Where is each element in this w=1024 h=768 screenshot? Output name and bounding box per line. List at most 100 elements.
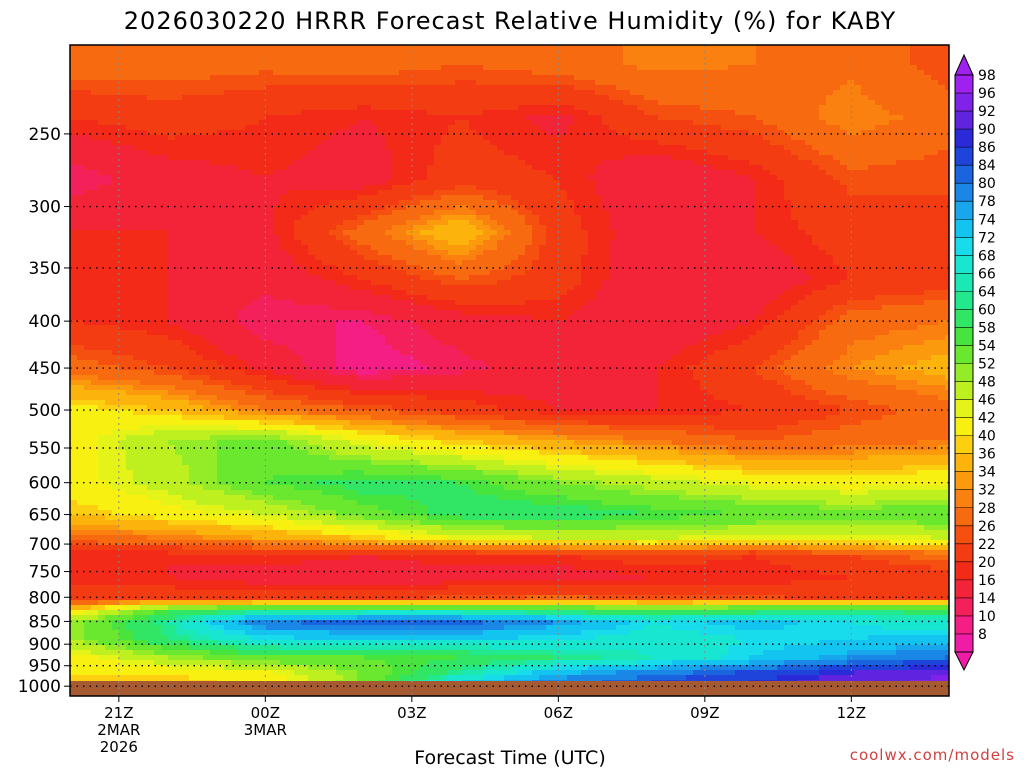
heat-cell (112, 220, 120, 226)
heat-cell (875, 90, 883, 96)
heat-cell (693, 45, 701, 51)
heat-cell (147, 190, 155, 196)
heat-cell (322, 55, 330, 61)
heat-cell (161, 240, 169, 246)
heat-cell (777, 220, 785, 226)
heat-cell (567, 65, 575, 71)
heat-cell (938, 115, 946, 121)
heat-cell (154, 95, 162, 101)
heat-cell (658, 80, 666, 86)
heat-cell (546, 90, 554, 96)
heat-cell (364, 210, 372, 216)
heat-cell (259, 75, 267, 81)
heat-cell (658, 55, 666, 61)
heat-cell (784, 95, 792, 101)
heat-cell (504, 75, 512, 81)
heat-cell (861, 165, 869, 171)
heat-cell (196, 235, 204, 241)
heat-cell (161, 110, 169, 116)
heat-cell (483, 70, 491, 76)
heat-cell (595, 210, 603, 216)
heat-cell (189, 140, 197, 146)
heat-cell (819, 55, 827, 61)
heat-cell (210, 145, 218, 151)
heat-cell (707, 90, 715, 96)
heat-cell (266, 220, 274, 226)
heat-cell (896, 225, 904, 231)
heat-cell (210, 160, 218, 166)
heat-cell (812, 70, 820, 76)
heat-cell (945, 45, 949, 51)
heat-cell (357, 175, 365, 181)
heat-cell (784, 55, 792, 61)
heat-cell (77, 85, 85, 91)
heat-cell (420, 135, 428, 141)
heat-cell (707, 85, 715, 91)
heat-cell (791, 145, 799, 151)
heat-cell (469, 135, 477, 141)
heat-cell (868, 215, 876, 221)
heat-cell (336, 115, 344, 121)
heat-cell (196, 215, 204, 221)
heat-cell (910, 140, 918, 146)
heat-cell (280, 225, 288, 231)
heat-cell (553, 230, 561, 236)
heat-cell (350, 45, 358, 51)
heat-cell (889, 145, 897, 151)
heat-cell (371, 205, 379, 211)
heat-cell (679, 130, 687, 136)
heat-cell (875, 80, 883, 86)
heat-cell (658, 145, 666, 151)
heat-cell (518, 65, 526, 71)
heat-cell (749, 100, 757, 106)
heat-cell (119, 190, 127, 196)
heat-cell (98, 130, 106, 136)
heat-cell (287, 240, 295, 246)
heat-cell (126, 210, 134, 216)
heat-cell (231, 125, 239, 131)
heat-cell (525, 235, 533, 241)
heat-cell (896, 210, 904, 216)
heat-cell (399, 160, 407, 166)
heat-cell (910, 90, 918, 96)
heat-cell (693, 115, 701, 121)
heat-cell (595, 160, 603, 166)
heat-cell (679, 120, 687, 126)
heat-cell (462, 215, 470, 221)
heat-cell (602, 135, 610, 141)
heat-cell (791, 95, 799, 101)
heat-cell (672, 45, 680, 51)
heat-cell (665, 80, 673, 86)
heat-cell (910, 145, 918, 151)
heat-cell (945, 135, 949, 141)
heat-cell (154, 205, 162, 211)
heat-cell (868, 100, 876, 106)
heat-cell (462, 145, 470, 151)
heat-cell (91, 135, 99, 141)
heat-cell (756, 175, 764, 181)
heat-cell (602, 90, 610, 96)
heat-cell (483, 210, 491, 216)
heat-cell (770, 60, 778, 66)
heat-cell (182, 165, 190, 171)
heat-cell (525, 110, 533, 116)
heat-cell (287, 170, 295, 176)
heat-cell (315, 75, 323, 81)
heat-cell (791, 60, 799, 66)
heat-cell (693, 220, 701, 226)
heat-cell (259, 90, 267, 96)
heat-cell (119, 105, 127, 111)
heat-cell (784, 110, 792, 116)
heat-cell (714, 135, 722, 141)
heat-cell (413, 50, 421, 56)
heat-cell (371, 60, 379, 66)
heat-cell (70, 65, 78, 71)
heat-cell (112, 55, 120, 61)
heat-cell (196, 190, 204, 196)
heat-cell (679, 115, 687, 121)
heat-cell (413, 115, 421, 121)
heat-cell (119, 110, 127, 116)
heat-cell (819, 145, 827, 151)
heat-cell (119, 65, 127, 71)
heat-cell (602, 70, 610, 76)
